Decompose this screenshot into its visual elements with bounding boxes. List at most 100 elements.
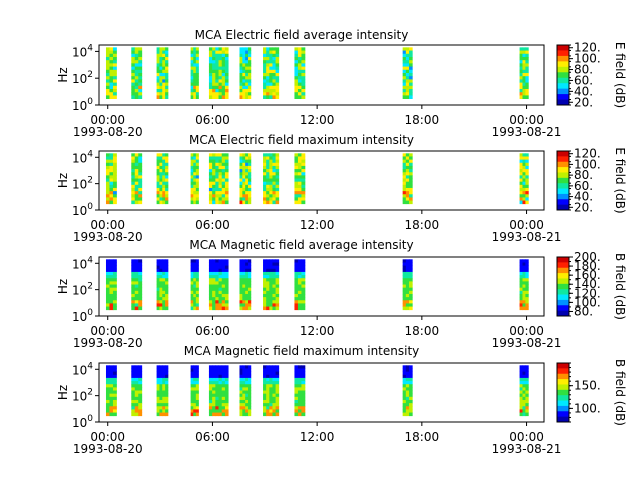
heatmap-cell	[112, 85, 117, 90]
heatmap-cell	[297, 66, 302, 71]
heatmap-cell	[193, 69, 197, 74]
heatmap-cell	[272, 82, 276, 87]
heatmap-cell	[272, 60, 276, 64]
heatmap-cell	[215, 271, 219, 276]
heatmap-cell	[239, 85, 243, 90]
heatmap-cell	[156, 56, 160, 61]
heatmap-cell	[218, 92, 223, 96]
heatmap-cell	[297, 297, 302, 301]
heatmap-cell	[402, 50, 407, 55]
heatmap-cell	[159, 85, 163, 90]
heatmap-cell	[409, 200, 413, 205]
heatmap-cell	[215, 79, 219, 83]
heatmap-cell	[405, 390, 410, 395]
heatmap-cell	[159, 66, 163, 71]
data-segment	[131, 365, 143, 417]
heatmap-cell	[269, 300, 273, 304]
heatmap-cell	[208, 165, 213, 170]
heatmap-cell	[263, 72, 267, 77]
heatmap-cell	[112, 393, 117, 398]
heatmap-cell	[519, 293, 523, 298]
heatmap-cell	[242, 377, 246, 382]
heatmap-cell	[218, 53, 223, 58]
heatmap-cell	[522, 300, 526, 304]
heatmap-cell	[519, 271, 523, 276]
heatmap-cell	[301, 50, 306, 55]
heatmap-cell	[402, 63, 407, 67]
heatmap-cell	[272, 159, 276, 164]
heatmap-cell	[208, 271, 213, 276]
heatmap-cell	[224, 72, 229, 77]
heatmap-cell	[247, 181, 252, 186]
heatmap-cell	[266, 63, 270, 67]
heatmap-cell	[134, 162, 139, 167]
heatmap-cell	[275, 384, 280, 388]
heatmap-cell	[297, 399, 302, 404]
colorbar-frame	[556, 44, 570, 106]
heatmap-cell	[218, 371, 223, 376]
heatmap-cell	[208, 300, 213, 304]
heatmap-cell	[195, 60, 199, 64]
heatmap-cell	[162, 271, 166, 276]
heatmap-cell	[242, 66, 246, 71]
heatmap-cell	[294, 275, 299, 279]
heatmap-cell	[165, 303, 169, 307]
heatmap-cell	[269, 293, 273, 298]
heatmap-cell	[190, 95, 194, 99]
heatmap-cell	[245, 181, 249, 186]
heatmap-cell	[218, 79, 223, 83]
heatmap-cell	[165, 50, 169, 55]
heatmap-cell	[215, 396, 219, 401]
heatmap-cell	[193, 153, 197, 157]
heatmap-cell	[109, 377, 114, 382]
colorbar-step	[557, 311, 569, 314]
heatmap-cell	[297, 175, 302, 179]
heatmap-cell	[519, 390, 523, 395]
heatmap-cell	[224, 82, 229, 87]
x-tick-label: 00:00	[509, 430, 544, 444]
heatmap-cell	[275, 262, 280, 267]
heatmap-cell	[525, 284, 529, 289]
heatmap-cell	[522, 53, 526, 58]
colorbar-step	[557, 363, 569, 365]
heatmap-cell	[109, 365, 114, 369]
heatmap-cell	[224, 69, 229, 74]
heatmap-cell	[221, 300, 226, 304]
colorbar-step	[557, 55, 569, 58]
heatmap-cell	[193, 377, 197, 382]
heatmap-cell	[221, 76, 226, 80]
colorbar-step	[557, 72, 569, 75]
heatmap-cell	[221, 169, 226, 173]
heatmap-cell	[105, 66, 110, 71]
colorbar-label: B field (dB)	[613, 359, 627, 426]
colorbar-step	[557, 51, 569, 54]
heatmap-cell	[193, 306, 197, 311]
colorbar-step	[557, 200, 569, 203]
heatmap-cell	[275, 399, 280, 404]
heatmap-cell	[138, 60, 143, 64]
heatmap-cell	[221, 79, 226, 83]
heatmap-cell	[247, 175, 252, 179]
x-tick-date-label: 1993-08-20	[73, 442, 143, 456]
heatmap-cell	[405, 165, 410, 170]
heatmap-cell	[156, 162, 160, 167]
heatmap-cell	[162, 194, 166, 198]
heatmap-cell	[409, 281, 413, 285]
heatmap-cell	[266, 387, 270, 391]
heatmap-cell	[105, 368, 110, 373]
heatmap-cell	[294, 381, 299, 385]
heatmap-cell	[245, 85, 249, 90]
colorbar-tick-label: 80.	[574, 168, 593, 182]
heatmap-cell	[159, 374, 163, 379]
heatmap-cell	[193, 194, 197, 198]
heatmap-cell	[195, 187, 199, 192]
heatmap-cell	[165, 92, 169, 96]
heatmap-cell	[159, 303, 163, 307]
heatmap-cell	[263, 69, 267, 74]
heatmap-cell	[239, 95, 243, 99]
colorbar-step	[557, 364, 569, 367]
heatmap-cell	[212, 284, 216, 289]
heatmap-cell	[131, 412, 136, 417]
heatmap-cell	[272, 63, 276, 67]
heatmap-cell	[263, 265, 267, 270]
